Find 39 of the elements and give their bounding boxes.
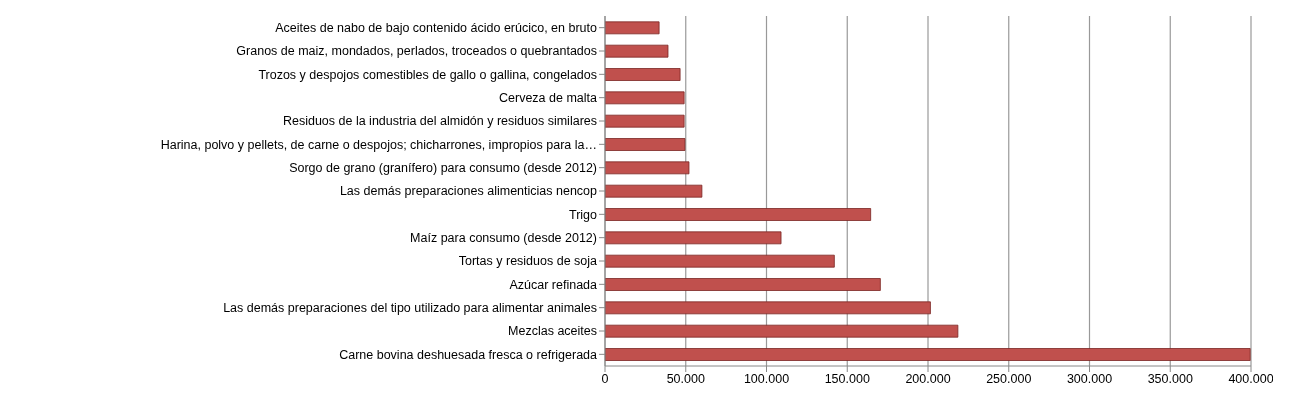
x-tick-label: 300.000 <box>1066 371 1113 386</box>
bar <box>605 21 660 35</box>
y-tick-label: Aceites de nabo de bajo contenido ácido erúcico, en bruto <box>275 21 598 36</box>
x-tick-label: 0 <box>601 371 609 386</box>
y-tick-label: Trozos y despojos comestibles de gallo o gallina, congelados <box>258 67 597 82</box>
bar <box>605 301 931 315</box>
y-tick-label: Residuos de la industria del almidón y residuos similares <box>282 114 597 129</box>
bar <box>605 324 959 338</box>
bar <box>605 348 1251 361</box>
y-tick-label: Las demás preparaciones alimenticias nencop <box>339 184 598 199</box>
x-tick-label: 250.000 <box>986 371 1032 386</box>
bar <box>605 254 835 268</box>
x-tick-label: 50.000 <box>666 371 705 386</box>
y-tick-label: Sorgo de grano (granífero) para consumo (desde 2012) <box>289 161 597 176</box>
y-tick-label: Maíz para consumo (desde 2012) <box>410 231 597 246</box>
x-tick-label: 400.000 <box>1228 371 1274 386</box>
x-tick-label: 100.000 <box>743 371 790 386</box>
bar <box>605 208 872 221</box>
y-tick-label: Azúcar refinada <box>509 277 598 292</box>
y-tick-label: Granos de maiz, mondados, perlados, troceados o quebrantados <box>236 44 597 59</box>
bar <box>605 231 782 245</box>
bar <box>605 91 685 105</box>
x-tick-label: 200.000 <box>905 371 951 386</box>
y-tick-label: Harina, polvo y pellets, de carne o despojos; chicharrones, impropios para la… <box>160 137 597 152</box>
bar <box>605 161 690 175</box>
bar <box>605 278 881 291</box>
y-tick-label: Mezclas aceites <box>508 324 597 339</box>
y-tick-label: Las demás preparaciones del tipo utilizado para alimentar animales <box>223 301 597 316</box>
bar <box>605 44 669 58</box>
y-tick-label: Trigo <box>568 207 598 222</box>
bar <box>605 184 703 198</box>
bar <box>605 68 681 81</box>
bar <box>605 138 686 151</box>
y-tick-label: Cerveza de malta <box>499 91 598 106</box>
bar <box>605 114 685 128</box>
x-tick-label: 350.000 <box>1147 371 1193 386</box>
y-tick-label: Tortas y residuos de soja <box>458 254 598 269</box>
y-tick-label: Carne bovina deshuesada fresca o refrigerada <box>339 347 598 362</box>
x-tick-label: 150.000 <box>824 371 870 386</box>
